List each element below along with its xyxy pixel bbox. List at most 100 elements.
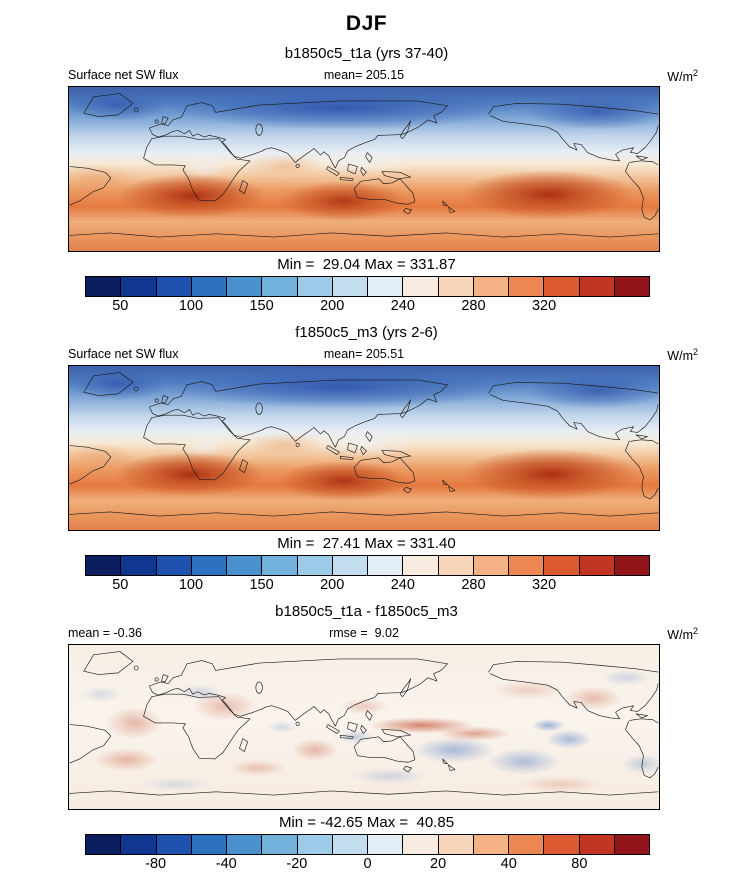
panel3-map-image xyxy=(69,645,659,809)
colorbar-segment xyxy=(262,277,298,296)
colorbar-segment xyxy=(473,835,509,854)
panel-difference: b1850c5_t1a - f1850c5_m3 mean = -0.36 rm… xyxy=(0,603,733,873)
colorbar-segment xyxy=(191,835,227,854)
colorbar-tick-label: 280 xyxy=(461,298,486,314)
panel2-subtitle: f1850c5_m3 (yrs 2-6) xyxy=(295,324,438,341)
panel1-minmax: Min = 29.04 Max = 331.87 xyxy=(277,256,456,273)
colorbar-segment xyxy=(156,277,192,296)
colorbar-segment xyxy=(262,835,298,854)
colorbar-segment xyxy=(332,277,368,296)
colorbar-tick-label: 240 xyxy=(390,577,415,593)
colorbar-tick-label: 0 xyxy=(363,856,372,872)
colorbar-segment xyxy=(579,556,615,575)
panel3-minmax: Min = -42.65 Max = 40.85 xyxy=(278,814,455,831)
colorbar-segment xyxy=(191,277,227,296)
panel2-variable-label: Surface net SW flux xyxy=(68,347,179,361)
colorbar-segment xyxy=(297,556,333,575)
colorbar-segment xyxy=(438,835,474,854)
panel2-header-row: Surface net SW flux mean= 205.51 W/m2 xyxy=(68,347,698,363)
panel3-colorbar xyxy=(85,834,650,855)
panel2-colorbar-ticks: 50 100 150 200 240 280 320 xyxy=(85,576,650,594)
colorbar-tick-label: 200 xyxy=(320,577,345,593)
panel1-map-image xyxy=(69,87,659,251)
colorbar-segment xyxy=(121,277,157,296)
colorbar-tick-label: -40 xyxy=(215,856,237,872)
colorbar-segment xyxy=(509,277,545,296)
panel2-colorbar xyxy=(85,555,650,576)
panel1-variable-label: Surface net SW flux xyxy=(68,68,179,82)
colorbar-tick-label: 320 xyxy=(531,298,557,314)
colorbar-segment xyxy=(227,556,263,575)
colorbar-segment xyxy=(509,556,545,575)
colorbar-tick-label: 150 xyxy=(249,577,274,593)
colorbar-segment xyxy=(368,556,404,575)
figure-title: DJF xyxy=(345,12,388,35)
panel3-mean-label: mean = -0.36 xyxy=(68,626,143,640)
colorbar-tick-label: -80 xyxy=(145,856,167,872)
colorbar-segment xyxy=(403,835,439,854)
panel1-subtitle: b1850c5_t1a (yrs 37-40) xyxy=(284,45,449,62)
colorbar-segment xyxy=(86,277,122,296)
panel-case1: b1850c5_t1a (yrs 37-40) Surface net SW f… xyxy=(0,45,733,315)
colorbar-segment xyxy=(121,835,157,854)
panel2-units-label: W/m2 xyxy=(667,347,698,364)
colorbar-tick-label: 40 xyxy=(500,856,517,872)
colorbar-tick-label: 240 xyxy=(390,298,415,314)
panel1-map xyxy=(68,86,660,252)
colorbar-tick-label: 80 xyxy=(571,856,588,872)
colorbar-segment xyxy=(191,556,227,575)
panel1-header-row: Surface net SW flux mean= 205.15 W/m2 xyxy=(68,68,698,84)
panel3-rmse-label: rmse = 9.02 xyxy=(329,626,399,640)
colorbar-segment xyxy=(156,835,192,854)
panel1-colorbar xyxy=(85,276,650,297)
panel3-colorbar-ticks: -80 -40 -20 0 20 40 80 xyxy=(85,855,650,873)
colorbar-segment xyxy=(121,556,157,575)
colorbar-segment xyxy=(579,835,615,854)
colorbar-segment xyxy=(509,835,545,854)
panel1-mean-label: mean= 205.15 xyxy=(323,68,405,82)
colorbar-segment xyxy=(86,556,122,575)
colorbar-segment xyxy=(332,835,368,854)
panel1-units-label: W/m2 xyxy=(667,68,698,85)
panel2-mean-label: mean= 205.51 xyxy=(323,347,405,361)
colorbar-segment xyxy=(473,277,509,296)
colorbar-segment xyxy=(368,277,404,296)
panel2-map xyxy=(68,365,660,531)
colorbar-segment xyxy=(614,277,649,296)
colorbar-tick-label: -20 xyxy=(286,856,308,872)
panel2-map-image xyxy=(69,366,659,530)
colorbar-segment xyxy=(262,556,298,575)
colorbar-tick-label: 50 xyxy=(112,298,129,314)
colorbar-tick-label: 100 xyxy=(178,298,204,314)
colorbar-segment xyxy=(86,835,122,854)
colorbar-segment xyxy=(544,835,580,854)
panel2-minmax: Min = 27.41 Max = 331.40 xyxy=(277,535,456,552)
colorbar-segment xyxy=(332,556,368,575)
colorbar-tick-label: 100 xyxy=(178,577,204,593)
colorbar-segment xyxy=(614,556,649,575)
panel1-colorbar-ticks: 50 100 150 200 240 280 320 xyxy=(85,297,650,315)
colorbar-segment xyxy=(368,835,404,854)
colorbar-segment xyxy=(438,556,474,575)
panel3-subtitle: b1850c5_t1a - f1850c5_m3 xyxy=(275,603,458,620)
colorbar-segment xyxy=(297,835,333,854)
panel3-units-label: W/m2 xyxy=(667,626,698,643)
colorbar-tick-label: 50 xyxy=(112,577,129,593)
colorbar-tick-label: 20 xyxy=(430,856,447,872)
colorbar-segment xyxy=(579,277,615,296)
colorbar-tick-label: 320 xyxy=(531,577,557,593)
colorbar-tick-label: 150 xyxy=(249,298,274,314)
colorbar-segment xyxy=(403,556,439,575)
colorbar-segment xyxy=(544,277,580,296)
panel3-map xyxy=(68,644,660,810)
colorbar-tick-label: 280 xyxy=(461,577,486,593)
colorbar-segment xyxy=(227,277,263,296)
colorbar-segment xyxy=(614,835,649,854)
colorbar-segment xyxy=(544,556,580,575)
colorbar-segment xyxy=(403,277,439,296)
colorbar-segment xyxy=(227,835,263,854)
colorbar-segment xyxy=(473,556,509,575)
colorbar-tick-label: 200 xyxy=(320,298,345,314)
panel3-header-row: mean = -0.36 rmse = 9.02 W/m2 xyxy=(68,626,698,642)
